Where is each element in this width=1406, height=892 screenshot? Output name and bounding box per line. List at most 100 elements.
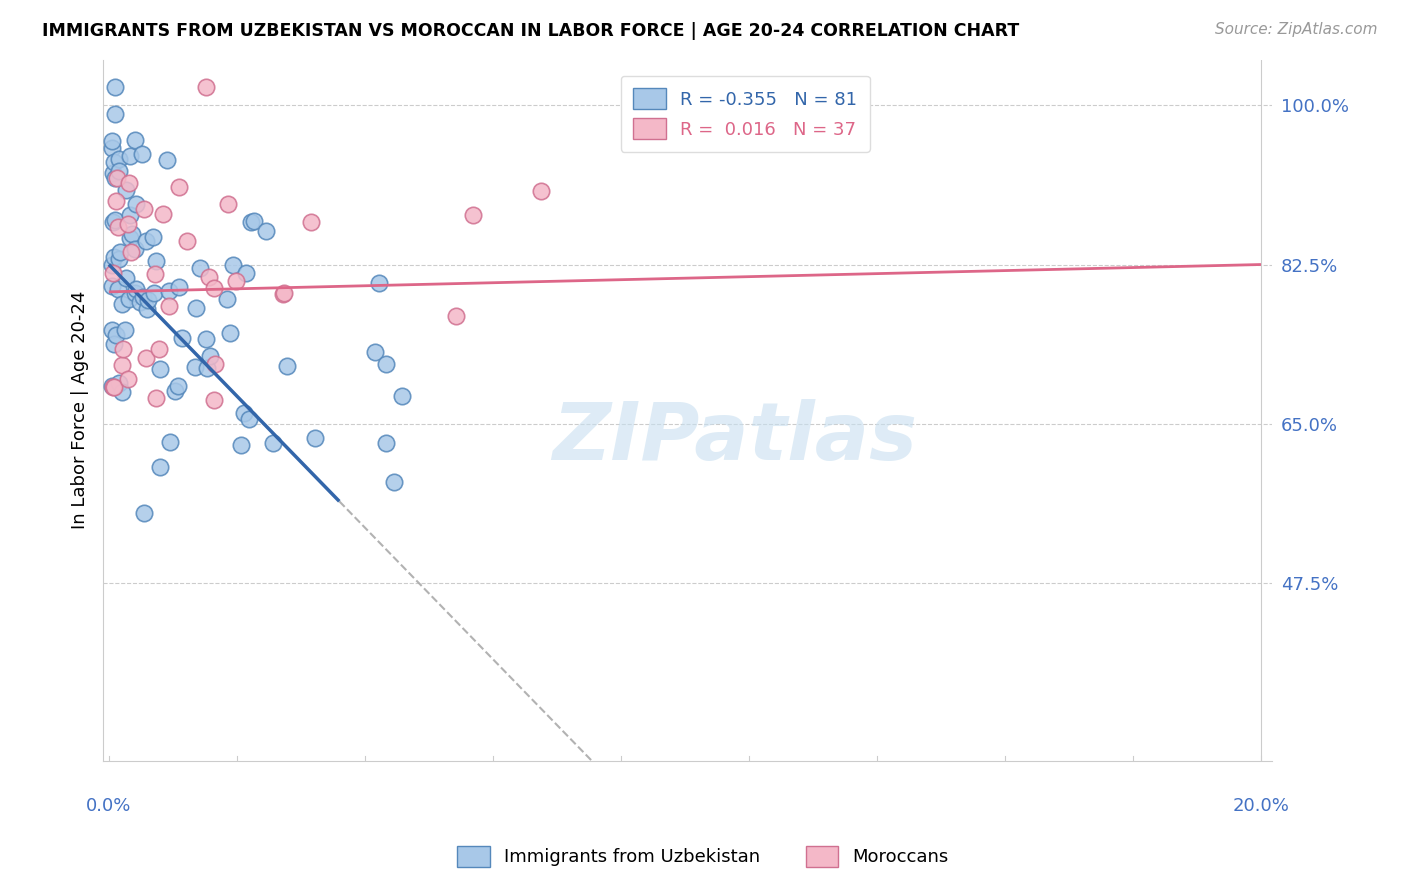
Point [114, 323, 136, 337]
Point [105, 171, 128, 186]
Point [219, 326, 242, 341]
Point [125, 282, 148, 296]
Point [157, 299, 180, 313]
Point [118, 176, 141, 190]
Point [198, 350, 221, 364]
Point [111, 358, 134, 372]
Point [104, 328, 127, 343]
Point [103, 154, 125, 169]
Point [100, 278, 122, 293]
Point [104, 107, 127, 121]
Point [132, 202, 155, 217]
Point [124, 242, 146, 256]
Point [225, 274, 247, 288]
Point [108, 376, 131, 390]
Point [104, 79, 127, 94]
Point [100, 378, 122, 392]
Point [108, 152, 131, 166]
Point [103, 250, 125, 264]
Point [188, 260, 211, 275]
Point [129, 295, 152, 310]
Point [125, 197, 148, 211]
Point [202, 280, 225, 294]
Point [222, 258, 245, 272]
Point [276, 359, 298, 374]
Text: Source: ZipAtlas.com: Source: ZipAtlas.com [1215, 22, 1378, 37]
Point [382, 475, 405, 490]
Point [243, 214, 266, 228]
Point [152, 207, 174, 221]
Point [167, 379, 190, 393]
Point [135, 351, 157, 365]
Point [156, 153, 179, 167]
Point [703, 98, 725, 112]
Point [124, 286, 146, 301]
Point [149, 361, 172, 376]
Point [254, 224, 277, 238]
Text: IMMIGRANTS FROM UZBEKISTAN VS MOROCCAN IN LABOR FORCE | AGE 20-24 CORRELATION CH: IMMIGRANTS FROM UZBEKISTAN VS MOROCCAN I… [42, 22, 1019, 40]
Point [461, 208, 484, 222]
Point [143, 267, 166, 281]
Point [159, 435, 181, 450]
Point [117, 217, 139, 231]
Point [529, 185, 551, 199]
Legend: Immigrants from Uzbekistan, Moroccans: Immigrants from Uzbekistan, Moroccans [450, 838, 956, 874]
Point [104, 171, 127, 186]
Point [202, 393, 225, 408]
Y-axis label: In Labor Force | Age 20-24: In Labor Force | Age 20-24 [72, 291, 89, 530]
Point [142, 229, 165, 244]
Point [111, 385, 134, 400]
Point [124, 133, 146, 147]
Point [135, 235, 157, 249]
Point [135, 302, 157, 317]
Point [101, 380, 124, 394]
Point [120, 244, 142, 259]
Point [204, 357, 226, 371]
Point [183, 360, 205, 375]
Point [235, 266, 257, 280]
Point [108, 164, 131, 178]
Point [446, 309, 468, 323]
Point [117, 372, 139, 386]
Point [262, 436, 284, 450]
Point [117, 292, 139, 306]
Point [195, 361, 218, 376]
Point [145, 392, 167, 406]
Point [104, 194, 127, 208]
Point [215, 293, 238, 307]
Point [217, 197, 239, 211]
Point [299, 215, 322, 229]
Point [157, 284, 180, 298]
Point [100, 258, 122, 272]
Point [103, 266, 125, 280]
Legend: R = -0.355   N = 81, R =  0.016   N = 37: R = -0.355 N = 81, R = 0.016 N = 37 [621, 76, 870, 152]
Point [167, 179, 190, 194]
Point [364, 344, 387, 359]
Point [100, 134, 122, 148]
Point [240, 214, 263, 228]
Text: 20.0%: 20.0% [1233, 797, 1289, 815]
Point [118, 209, 141, 223]
Point [142, 286, 165, 301]
Text: ZIPatlas: ZIPatlas [553, 400, 917, 477]
Point [391, 389, 413, 403]
Point [198, 270, 221, 285]
Point [136, 293, 159, 308]
Point [107, 252, 129, 266]
Point [172, 331, 194, 345]
Point [375, 357, 398, 371]
Point [271, 287, 294, 301]
Point [273, 286, 295, 301]
Point [167, 279, 190, 293]
Point [104, 212, 127, 227]
Point [107, 282, 129, 296]
Point [232, 406, 254, 420]
Point [100, 141, 122, 155]
Point [149, 460, 172, 475]
Point [107, 219, 129, 234]
Point [176, 235, 198, 249]
Point [101, 166, 124, 180]
Point [108, 245, 131, 260]
Point [238, 412, 260, 426]
Point [111, 297, 134, 311]
